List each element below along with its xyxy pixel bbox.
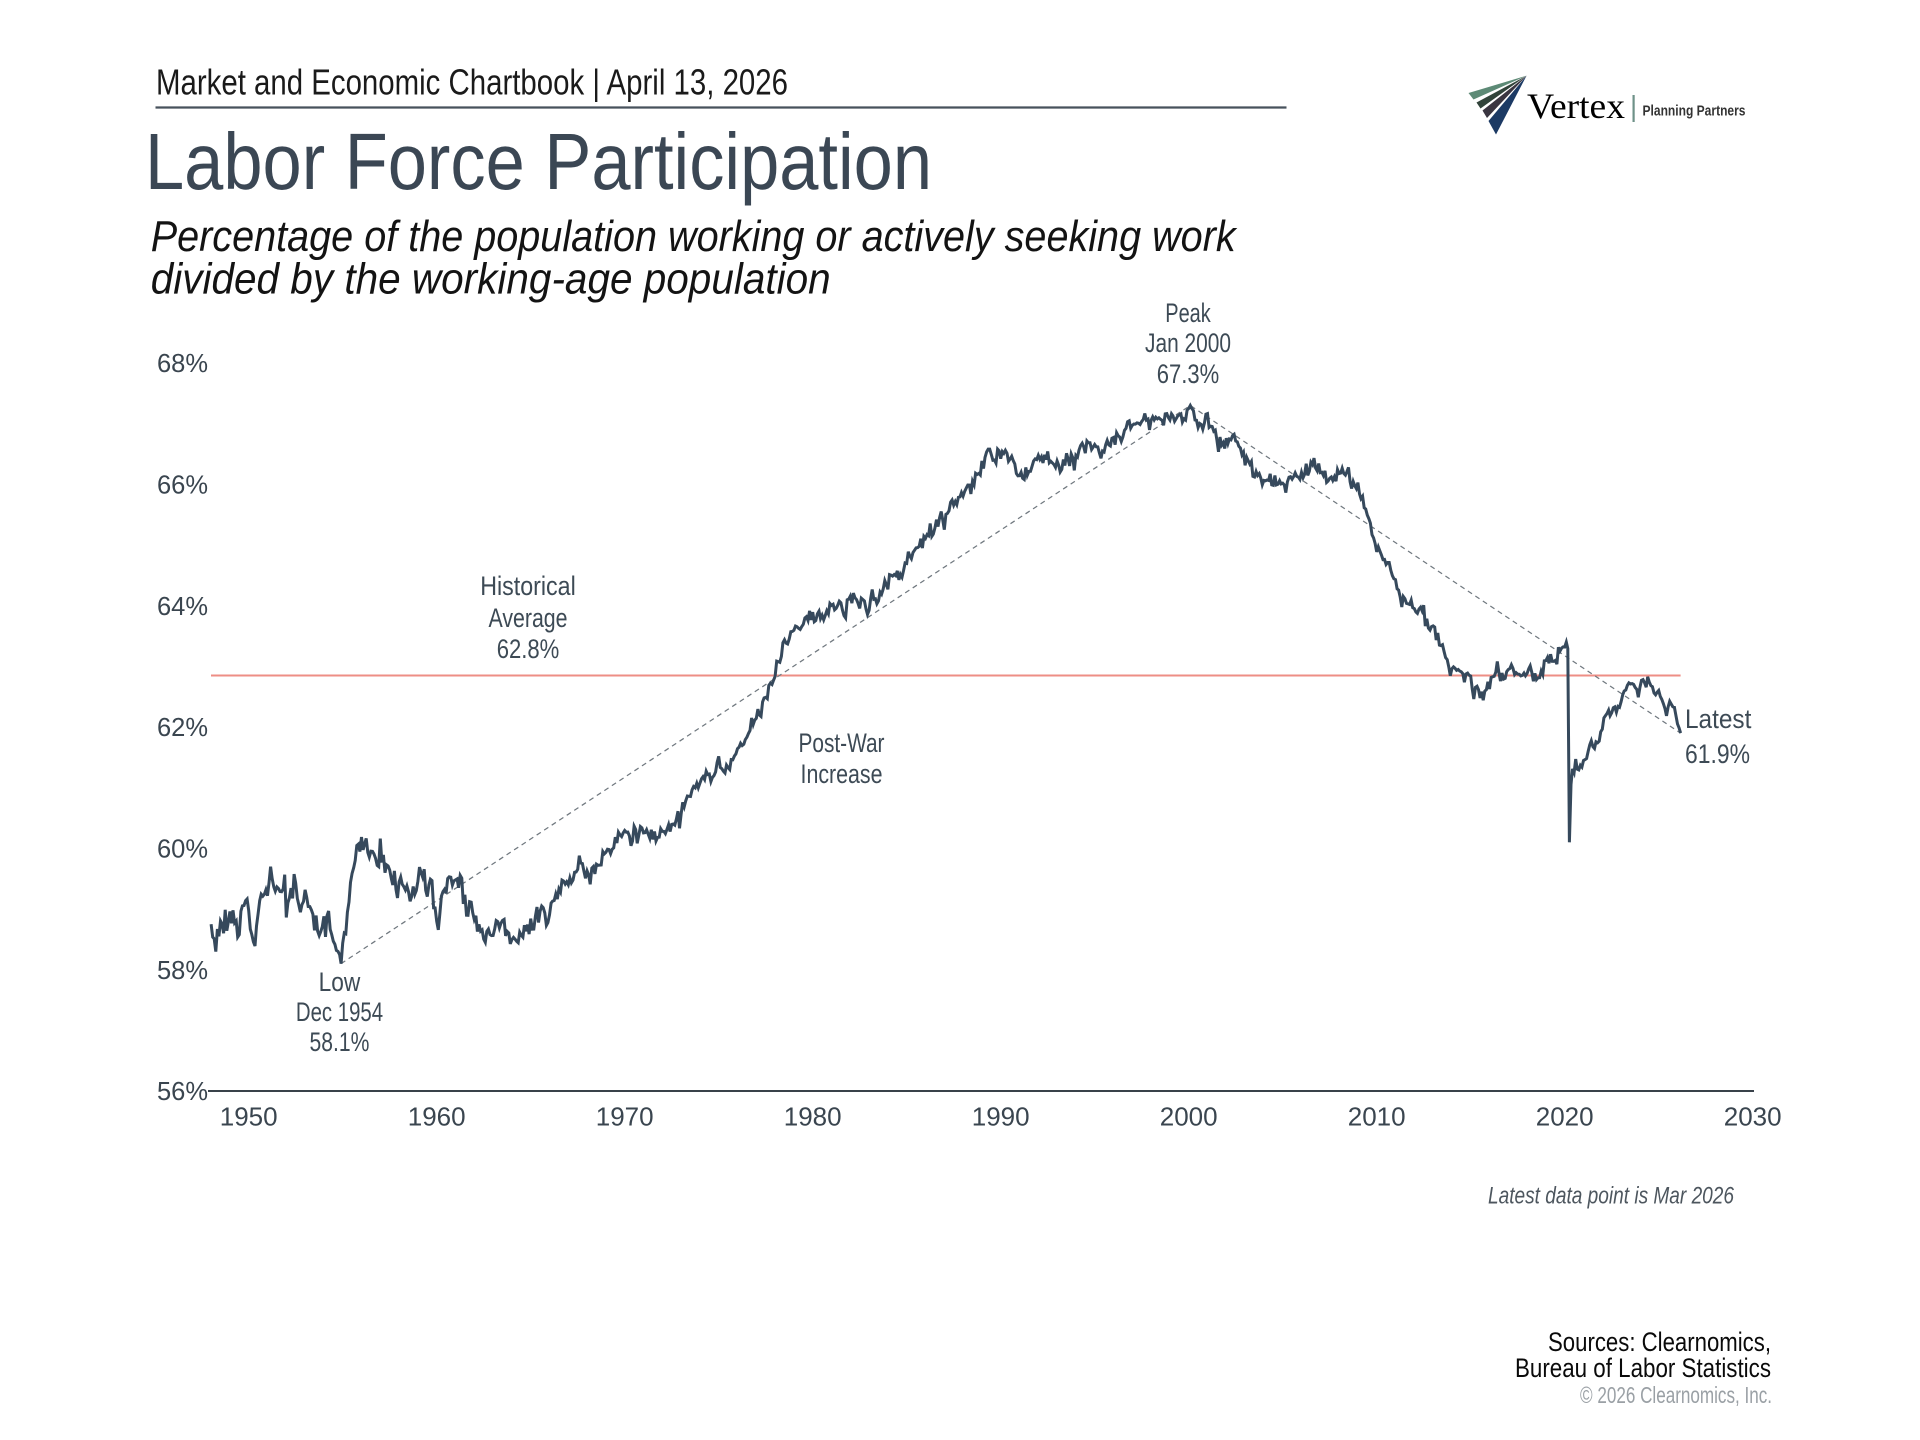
svg-text:1990: 1990 [972, 1102, 1030, 1132]
svg-text:Jan 2000: Jan 2000 [1145, 328, 1231, 358]
svg-text:Post-War: Post-War [799, 728, 885, 758]
svg-text:58%: 58% [157, 957, 208, 985]
svg-text:Historical: Historical [480, 571, 576, 601]
svg-text:Market and Economic Chartbook: Market and Economic Chartbook | April 13… [156, 62, 788, 103]
svg-text:1980: 1980 [784, 1102, 842, 1132]
svg-text:Increase: Increase [801, 759, 883, 789]
svg-text:Sources: Clearnomics,: Sources: Clearnomics, [1548, 1327, 1771, 1357]
svg-text:Latest data point is Mar 2026: Latest data point is Mar 2026 [1488, 1183, 1735, 1210]
svg-text:Dec 1954: Dec 1954 [296, 997, 383, 1027]
svg-text:56%: 56% [157, 1078, 208, 1106]
svg-text:2030: 2030 [1724, 1102, 1782, 1132]
svg-text:Planning Partners: Planning Partners [1643, 103, 1746, 119]
svg-text:2000: 2000 [1160, 1102, 1218, 1132]
svg-text:1970: 1970 [596, 1102, 654, 1132]
svg-text:Bureau of Labor Statistics: Bureau of Labor Statistics [1515, 1353, 1771, 1383]
svg-text:66%: 66% [157, 472, 208, 500]
svg-text:Vertex: Vertex [1527, 86, 1625, 126]
svg-text:Labor Force Participation: Labor Force Participation [145, 117, 932, 206]
svg-text:61.9%: 61.9% [1685, 739, 1750, 769]
svg-text:67.3%: 67.3% [1157, 359, 1219, 389]
svg-text:62%: 62% [157, 714, 208, 742]
svg-text:divided by the working-age pop: divided by the working-age population [151, 255, 831, 304]
svg-text:1960: 1960 [408, 1102, 466, 1132]
svg-text:Latest: Latest [1685, 704, 1752, 734]
svg-text:1950: 1950 [220, 1102, 278, 1132]
svg-text:2010: 2010 [1348, 1102, 1406, 1132]
svg-text:58.1%: 58.1% [310, 1027, 370, 1057]
svg-text:Percentage of the population w: Percentage of the population working or … [151, 212, 1238, 261]
svg-text:2020: 2020 [1536, 1102, 1594, 1132]
svg-text:Peak: Peak [1165, 298, 1211, 328]
svg-text:64%: 64% [157, 593, 208, 621]
svg-text:62.8%: 62.8% [497, 634, 560, 664]
svg-text:Average: Average [489, 603, 568, 633]
svg-text:© 2026 Clearnomics, Inc.: © 2026 Clearnomics, Inc. [1580, 1382, 1772, 1408]
svg-text:60%: 60% [157, 836, 208, 864]
svg-text:Low: Low [319, 967, 361, 997]
svg-text:68%: 68% [157, 350, 208, 378]
